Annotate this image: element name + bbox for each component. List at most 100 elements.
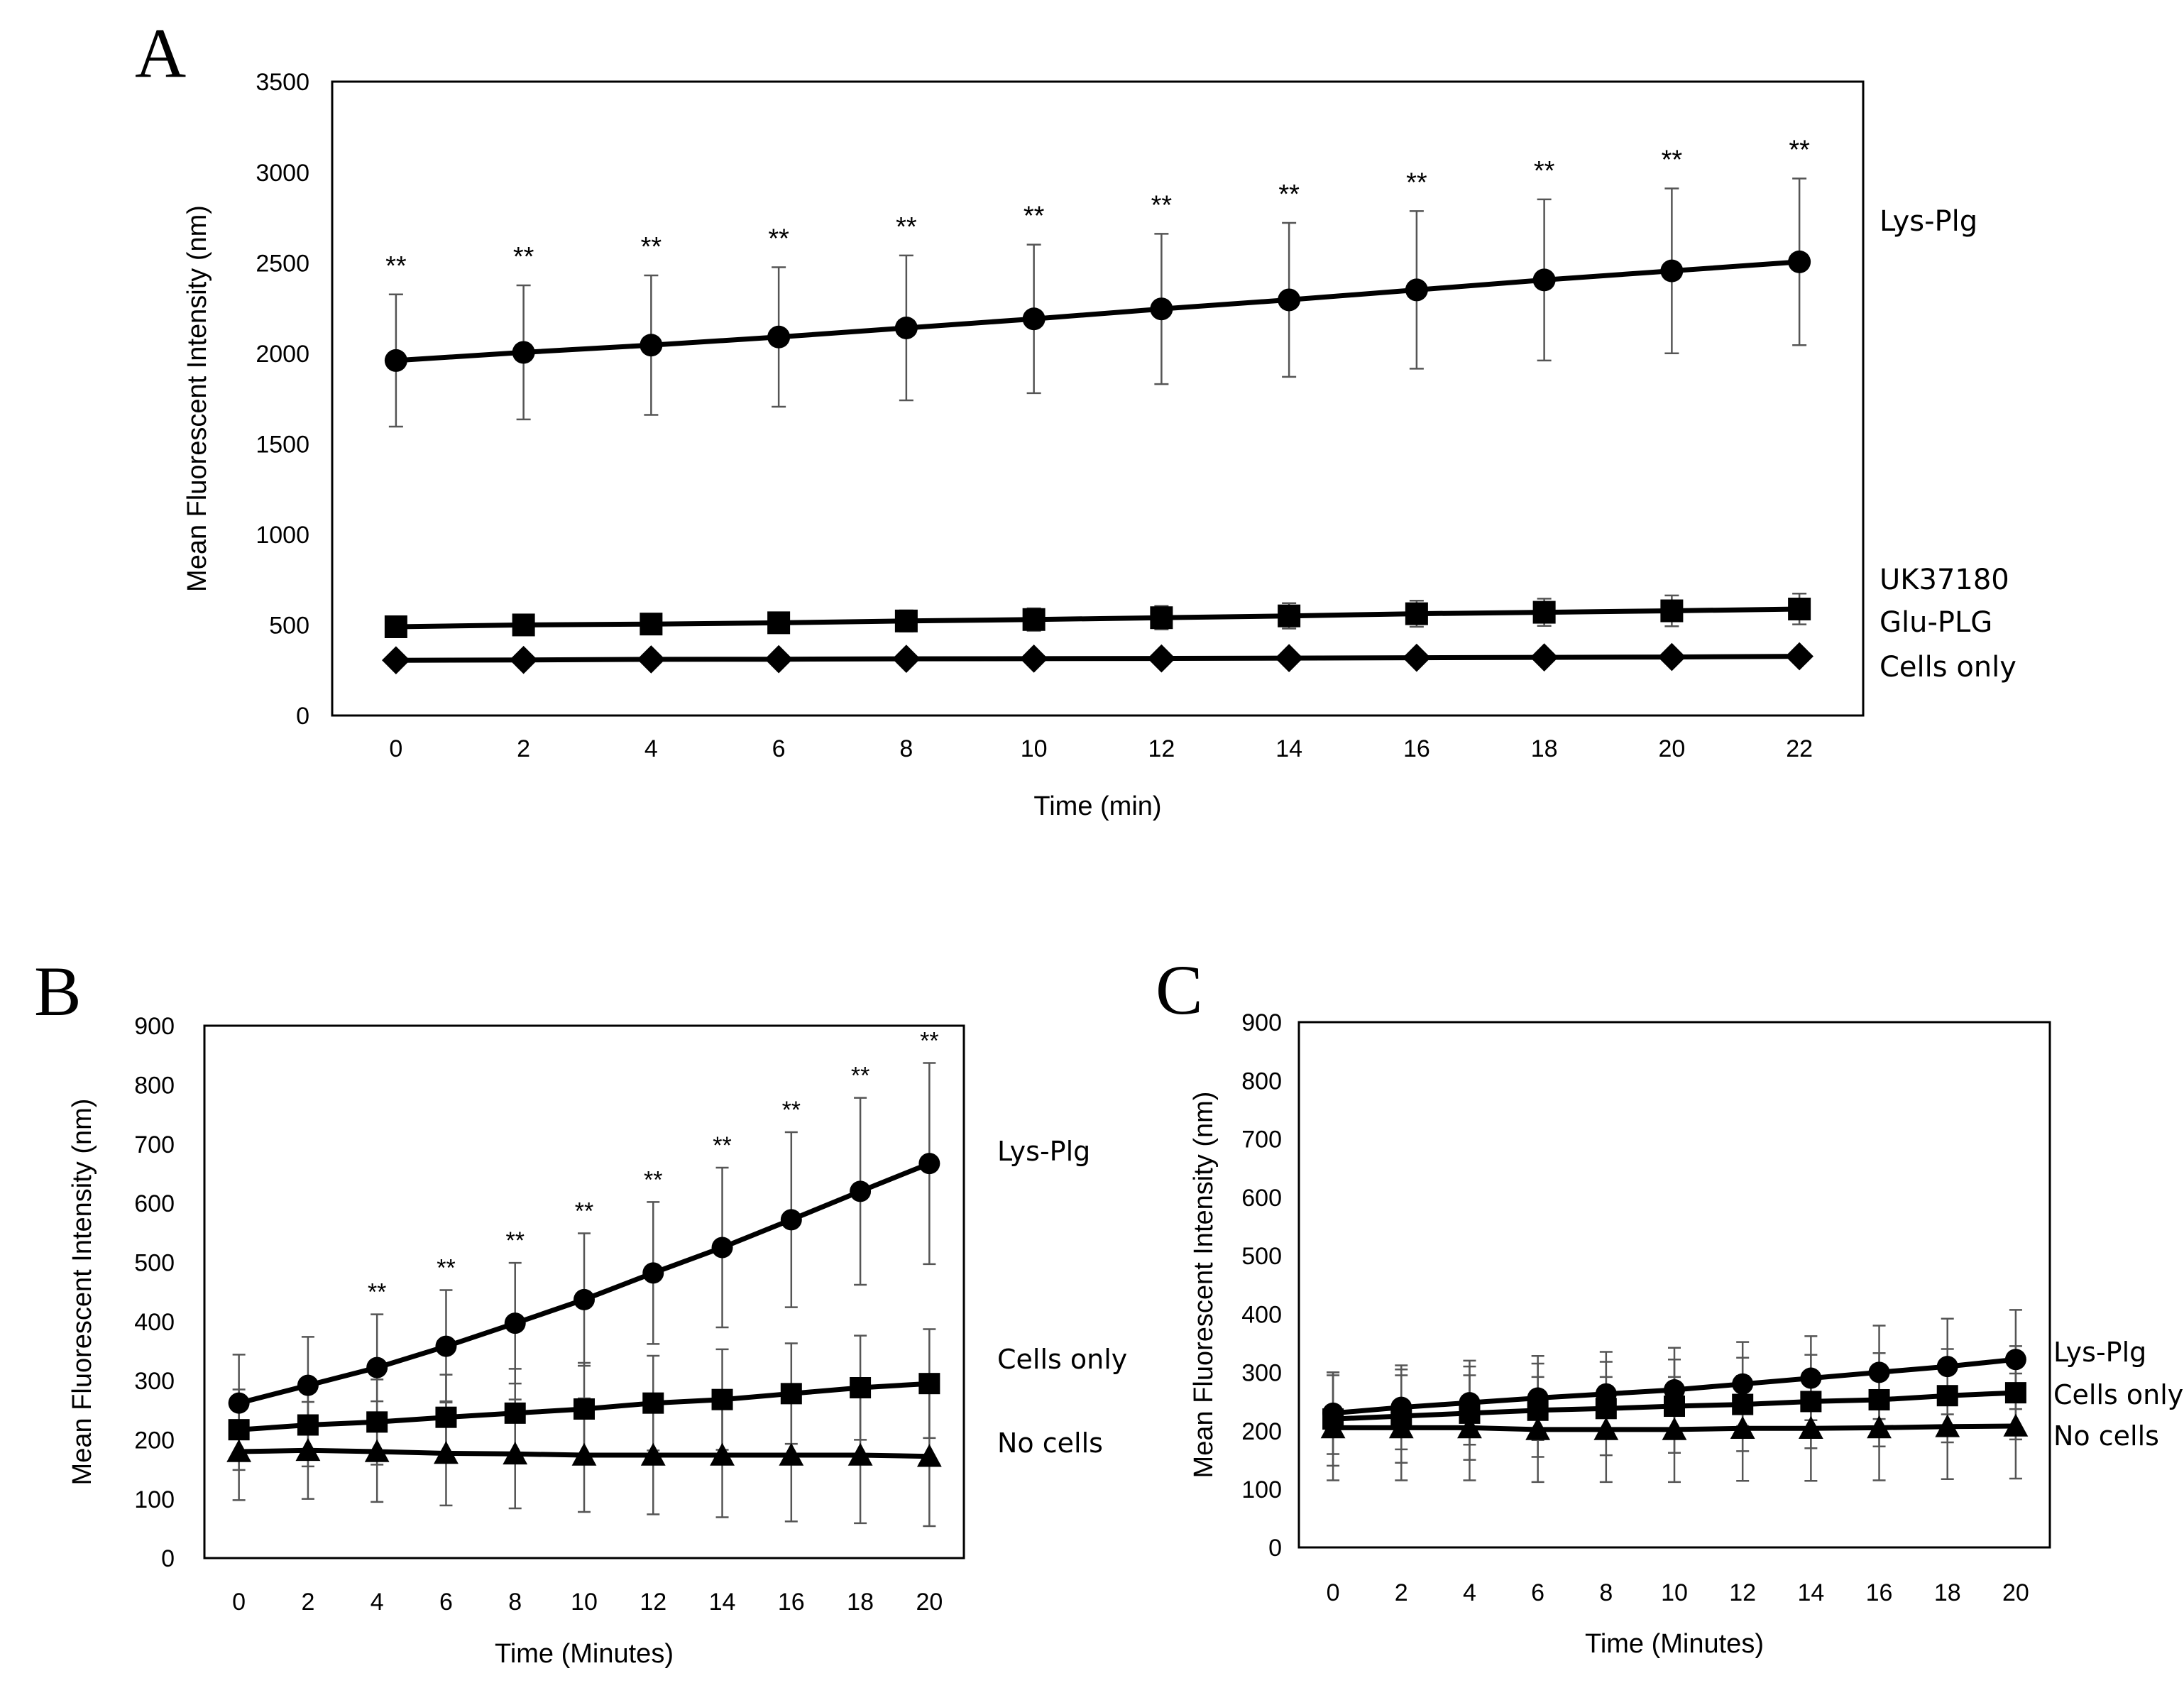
data-point-no-cells: [1457, 1415, 1482, 1439]
y-tick-label: 3000: [256, 160, 309, 187]
data-point-cells-only: [850, 1377, 872, 1398]
data-point-cells-only: [1868, 1388, 1890, 1410]
data-point-cells-only: [918, 1373, 940, 1395]
data-point-lys-plg: [767, 325, 791, 349]
y-tick-label: 200: [134, 1427, 175, 1454]
significance-label: **: [1024, 202, 1045, 231]
data-point-lys-plg: [642, 1262, 664, 1284]
series-markers: [382, 250, 1813, 675]
x-tick-label: 20: [916, 1589, 943, 1616]
data-point-uk37180: [1022, 608, 1046, 631]
y-tick-label: 600: [134, 1190, 175, 1217]
error-bars: [388, 177, 1807, 637]
data-point-lys-plg: [1150, 297, 1173, 321]
x-tick-label: 4: [1463, 1579, 1476, 1606]
y-tick-label: 0: [161, 1545, 175, 1572]
data-point-cells-only: [1147, 644, 1176, 673]
y-tick-label: 300: [1241, 1360, 1282, 1387]
data-point-cells-only: [297, 1414, 319, 1436]
significance-label: **: [1662, 146, 1683, 175]
series-markers: [226, 1153, 942, 1467]
x-tick-label: 18: [1934, 1579, 1961, 1606]
y-tick-label: 2000: [256, 341, 309, 368]
data-point-no-cells: [710, 1442, 735, 1466]
data-point-lys-plg: [918, 1153, 940, 1175]
y-tick-label: 100: [134, 1486, 175, 1513]
data-point-lys-plg: [512, 341, 535, 364]
data-point-no-cells: [916, 1444, 942, 1467]
x-tick-label: 14: [1275, 735, 1302, 762]
data-point-cells-only: [1664, 1396, 1685, 1418]
y-tick-label: 100: [1241, 1476, 1282, 1503]
y-tick-label: 300: [134, 1368, 175, 1395]
data-point-cells-only: [1785, 642, 1813, 671]
x-axis-label: Time (Minutes): [1585, 1629, 1764, 1659]
data-point-lys-plg: [1788, 250, 1811, 273]
y-tick-label: 600: [1241, 1185, 1282, 1212]
data-point-lys-plg: [2004, 1349, 2026, 1371]
data-point-no-cells: [434, 1441, 459, 1464]
data-point-no-cells: [1935, 1414, 1960, 1437]
data-point-lys-plg: [1532, 268, 1556, 292]
series-line-cells-only: [395, 654, 1800, 663]
data-point-cells-only: [711, 1388, 733, 1410]
x-tick-label: 18: [1531, 735, 1558, 762]
data-point-lys-plg: [435, 1335, 457, 1357]
series-label-cells-only: Cells only: [1880, 651, 2016, 684]
data-point-no-cells: [1593, 1417, 1619, 1440]
plot-frame: [331, 80, 1865, 717]
data-point-cells-only: [366, 1411, 388, 1433]
data-point-cells-only: [1657, 642, 1686, 671]
data-point-lys-plg: [1660, 259, 1684, 283]
data-point-cells-only: [574, 1398, 595, 1420]
data-point-cells-only: [435, 1406, 457, 1428]
significance-label: **: [437, 1255, 455, 1282]
significance-label: **: [505, 1227, 524, 1254]
significance-label: **: [641, 232, 662, 262]
x-tick-label: 4: [644, 735, 658, 762]
data-point-cells-only: [1019, 645, 1048, 673]
x-tick-label: 10: [1021, 735, 1048, 762]
data-point-uk37180: [1278, 604, 1301, 627]
significance-label: **: [1151, 190, 1173, 220]
significance-label: **: [768, 224, 789, 254]
x-tick-label: 2: [1395, 1579, 1408, 1606]
x-tick-label: 14: [709, 1589, 736, 1616]
y-tick-label: 3500: [256, 69, 309, 96]
x-tick-label: 0: [389, 735, 402, 762]
panel-letter: A: [135, 13, 186, 92]
y-tick-label: 700: [134, 1131, 175, 1158]
x-tick-label: 8: [1599, 1579, 1613, 1606]
data-point-no-cells: [503, 1441, 528, 1465]
series-line-uk37180: [395, 606, 1800, 630]
data-point-cells-only: [1595, 1398, 1617, 1420]
series-label-lys-plg: Lys-Plg: [1880, 205, 1977, 238]
data-point-lys-plg: [574, 1288, 595, 1310]
x-tick-label: 6: [439, 1589, 453, 1616]
significance-label: **: [513, 242, 534, 272]
panel-letter: C: [1156, 950, 1203, 1029]
data-point-cells-only: [2004, 1382, 2026, 1404]
data-point-cells-only: [1403, 643, 1431, 672]
y-tick-label: 400: [134, 1309, 175, 1336]
data-point-cells-only: [382, 646, 410, 675]
data-point-lys-plg: [640, 334, 663, 357]
x-tick-label: 2: [517, 735, 530, 762]
data-point-no-cells: [1730, 1415, 1755, 1440]
y-tick-label: 900: [1241, 1009, 1282, 1036]
y-tick-label: 400: [1241, 1301, 1282, 1328]
y-tick-label: 500: [269, 613, 309, 640]
data-point-cells-only: [642, 1392, 664, 1414]
x-tick-label: 10: [571, 1589, 598, 1616]
data-point-cells-only: [228, 1419, 250, 1441]
significance-label: **: [713, 1132, 731, 1159]
x-tick-label: 16: [1866, 1579, 1893, 1606]
x-axis-label: Time (Minutes): [495, 1639, 674, 1669]
x-tick-label: 16: [778, 1589, 805, 1616]
data-point-no-cells: [1388, 1415, 1414, 1439]
data-point-uk37180: [1532, 601, 1556, 624]
data-point-no-cells: [1867, 1415, 1892, 1439]
data-point-uk37180: [894, 609, 918, 632]
significance-label: **: [1406, 168, 1427, 197]
